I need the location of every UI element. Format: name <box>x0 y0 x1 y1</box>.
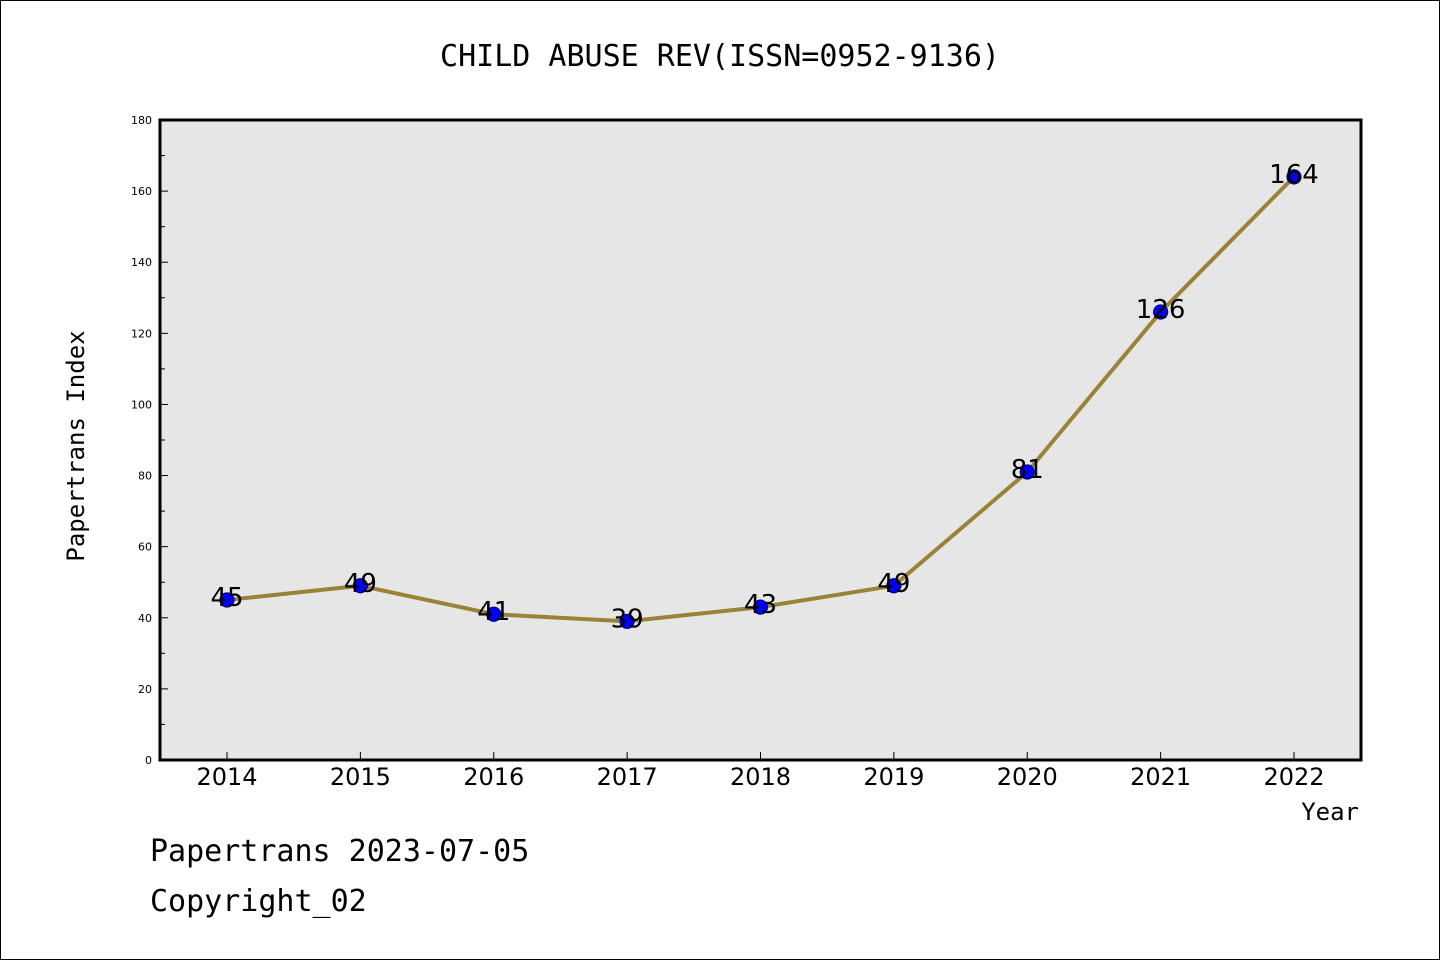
data-label: 41 <box>477 597 510 627</box>
data-point <box>352 578 368 594</box>
data-label: 43 <box>744 590 777 620</box>
y-tick-label: 40 <box>138 612 152 625</box>
y-tick-label: 160 <box>131 185 152 198</box>
data-labels-layer: 45 49 41 39 43 49 81 126 164 <box>210 160 1318 634</box>
data-label: 164 <box>1269 160 1319 190</box>
x-tick-label: 2019 <box>863 763 924 791</box>
series-layer <box>219 169 1302 629</box>
y-tick-label: 80 <box>138 470 152 483</box>
data-point <box>1019 464 1035 480</box>
footer-date-text: Papertrans 2023-07-05 <box>150 834 530 869</box>
x-tick-label: 2020 <box>997 763 1058 791</box>
y-tick-label: 180 <box>131 114 152 127</box>
data-label: 45 <box>210 583 243 613</box>
x-axis-label: Year <box>1301 798 1359 826</box>
data-point <box>219 592 235 608</box>
x-tick-label: 2014 <box>196 763 257 791</box>
x-tick-label: 2016 <box>463 763 524 791</box>
y-tick-label: 120 <box>131 327 152 340</box>
data-label: 39 <box>611 604 644 634</box>
x-tick-label: 2017 <box>597 763 658 791</box>
y-tick-label: 60 <box>138 541 152 554</box>
chart-title: CHILD ABUSE REV(ISSN=0952-9136) <box>440 39 1000 74</box>
data-point <box>619 613 635 629</box>
data-point <box>886 578 902 594</box>
data-point <box>752 599 769 615</box>
x-tick-label: 2018 <box>730 763 791 791</box>
y-axis-label: Papertrans Index <box>62 330 90 561</box>
y-tick-label: 100 <box>131 398 152 411</box>
data-label: 49 <box>877 569 910 599</box>
data-label: 49 <box>344 569 377 599</box>
data-point <box>1153 304 1169 320</box>
data-point <box>1286 169 1302 185</box>
x-tick-label: 2022 <box>1263 763 1324 791</box>
data-point <box>486 606 502 622</box>
x-tick-label: 2015 <box>330 763 391 791</box>
x-tick-label: 2021 <box>1130 763 1191 791</box>
data-label: 81 <box>1011 455 1044 485</box>
plot-border <box>158 118 1363 762</box>
y-tick-label: 140 <box>131 256 152 269</box>
axes-layer: 0 20 40 60 80 100 120 140 160 180 2014 2015 2016 2017… <box>131 114 1325 791</box>
plot-area <box>160 120 1361 760</box>
y-tick-label: 0 <box>145 754 152 767</box>
data-label: 126 <box>1136 295 1186 325</box>
y-tick-label: 20 <box>138 683 152 696</box>
footer-copyright-text: Copyright_02 <box>150 884 367 919</box>
